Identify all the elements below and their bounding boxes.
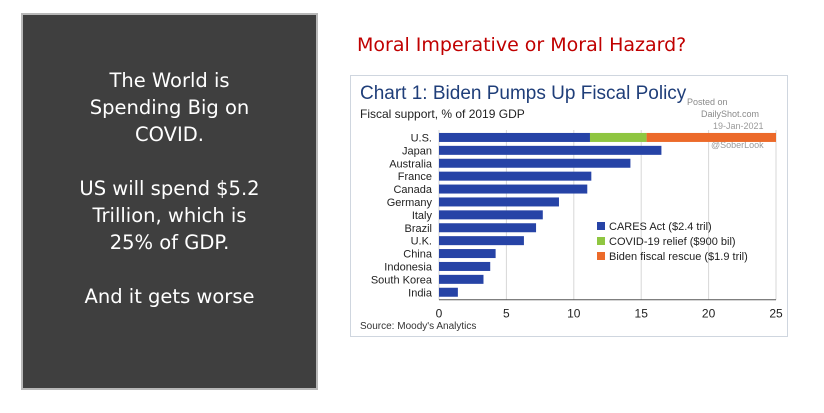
category-label: Brazil <box>404 223 432 235</box>
chart: Chart 1: Biden Pumps Up Fiscal Policy Fis… <box>360 83 783 332</box>
x-tick-label: 15 <box>635 307 649 321</box>
bar <box>439 249 496 259</box>
summary-line: And it gets worse <box>84 285 255 308</box>
bar <box>439 261 491 271</box>
x-tick-label: 5 <box>503 307 510 321</box>
bar <box>439 197 559 207</box>
summary-line: Trillion, which is <box>92 204 247 227</box>
x-tick-label: 25 <box>769 307 783 321</box>
x-tick-label: 10 <box>567 307 581 321</box>
bar <box>439 184 588 194</box>
watermark-text: 19-Jan-2021 <box>713 121 764 131</box>
slide-title: Moral Imperative or Moral Hazard? <box>357 34 687 56</box>
legend-label: CARES Act ($2.4 tril) <box>609 221 712 233</box>
legend-swatch <box>597 222 605 230</box>
category-label: Japan <box>402 145 432 157</box>
bar <box>646 132 776 142</box>
summary-text: The World is Spending Big on COVID. US wil… <box>23 67 316 310</box>
summary-panel: The World is Spending Big on COVID. US wil… <box>21 13 318 390</box>
category-label: Italy <box>412 210 433 222</box>
bar <box>439 210 543 220</box>
x-tick-label: 20 <box>702 307 716 321</box>
watermark-text: Posted on <box>687 97 728 107</box>
bar <box>439 274 484 284</box>
summary-line: US will spend $5.2 <box>79 177 260 200</box>
summary-line: Spending Big on <box>89 96 250 119</box>
category-label: Indonesia <box>384 261 433 273</box>
category-label: Canada <box>393 184 432 196</box>
legend-swatch <box>597 237 605 245</box>
summary-line: COVID. <box>135 123 204 146</box>
category-label: China <box>403 249 433 261</box>
summary-spacer <box>23 148 316 175</box>
x-tick-label: 0 <box>436 307 443 321</box>
summary-line: 25% of GDP. <box>109 231 230 254</box>
category-label: U.S. <box>411 132 432 144</box>
summary-line: The World is <box>109 69 230 92</box>
watermark-text: DailyShot.com <box>701 109 759 119</box>
bar <box>439 236 524 246</box>
chart-subtitle: Fiscal support, % of 2019 GDP <box>360 107 525 121</box>
category-label: Australia <box>389 158 433 170</box>
bar <box>439 223 537 233</box>
chart-title: Chart 1: Biden Pumps Up Fiscal Policy <box>360 83 687 104</box>
summary-spacer <box>23 256 316 283</box>
bar <box>439 287 458 297</box>
bar <box>589 132 647 142</box>
category-label: South Korea <box>371 274 433 286</box>
chart-container: Chart 1: Biden Pumps Up Fiscal Policy Fis… <box>350 75 788 337</box>
chart-source: Source: Moody's Analytics <box>360 321 476 332</box>
bar <box>439 158 631 168</box>
legend-swatch <box>597 252 605 260</box>
category-label: Germany <box>387 197 433 209</box>
watermark-text: @SoberLook <box>711 140 764 150</box>
category-label: India <box>408 287 433 299</box>
category-label: U.K. <box>411 236 432 248</box>
bar <box>439 132 590 142</box>
bar <box>439 171 592 181</box>
bar <box>439 145 662 155</box>
legend-label: COVID-19 relief ($900 bil) <box>609 236 736 248</box>
category-label: France <box>398 171 432 183</box>
legend-label: Biden fiscal rescue ($1.9 tril) <box>609 251 748 263</box>
